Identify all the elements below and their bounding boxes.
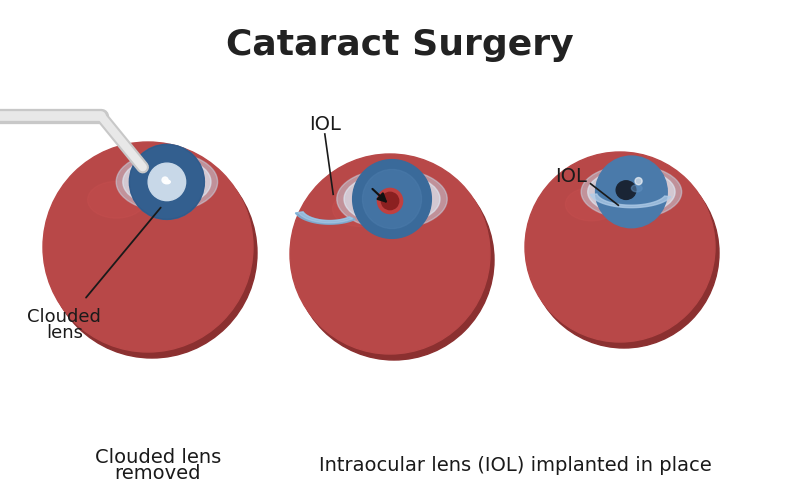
Ellipse shape <box>337 169 447 229</box>
Text: Intraocular lens (IOL) implanted in place: Intraocular lens (IOL) implanted in plac… <box>318 455 711 474</box>
Circle shape <box>290 155 490 354</box>
Ellipse shape <box>354 180 430 219</box>
Ellipse shape <box>132 164 202 202</box>
Ellipse shape <box>116 153 218 212</box>
Ellipse shape <box>631 185 642 192</box>
Text: IOL: IOL <box>309 115 341 134</box>
Text: IOL: IOL <box>554 167 586 186</box>
Ellipse shape <box>588 170 675 215</box>
Text: removed: removed <box>114 463 202 480</box>
Ellipse shape <box>88 182 146 219</box>
Ellipse shape <box>597 175 666 210</box>
Circle shape <box>294 161 494 360</box>
Text: Clouded: Clouded <box>27 307 101 325</box>
Circle shape <box>130 145 204 220</box>
Text: Cataract Surgery: Cataract Surgery <box>226 28 574 62</box>
Ellipse shape <box>616 181 636 200</box>
Ellipse shape <box>123 157 211 207</box>
Text: Clouded lens: Clouded lens <box>95 447 221 466</box>
Circle shape <box>382 193 398 210</box>
Polygon shape <box>298 213 353 223</box>
Circle shape <box>529 159 719 348</box>
Ellipse shape <box>566 188 618 221</box>
Circle shape <box>43 143 253 352</box>
Ellipse shape <box>581 166 682 219</box>
Ellipse shape <box>344 174 440 225</box>
Circle shape <box>635 178 642 185</box>
Ellipse shape <box>333 192 387 227</box>
Polygon shape <box>590 194 671 208</box>
Circle shape <box>130 145 204 220</box>
Circle shape <box>47 149 257 358</box>
Circle shape <box>162 178 168 184</box>
Circle shape <box>378 189 402 214</box>
Circle shape <box>525 153 715 342</box>
Text: lens: lens <box>46 323 82 341</box>
Circle shape <box>148 164 186 201</box>
Circle shape <box>595 157 667 228</box>
Circle shape <box>353 160 431 239</box>
Circle shape <box>362 170 422 229</box>
Ellipse shape <box>163 180 170 184</box>
Polygon shape <box>295 213 355 225</box>
